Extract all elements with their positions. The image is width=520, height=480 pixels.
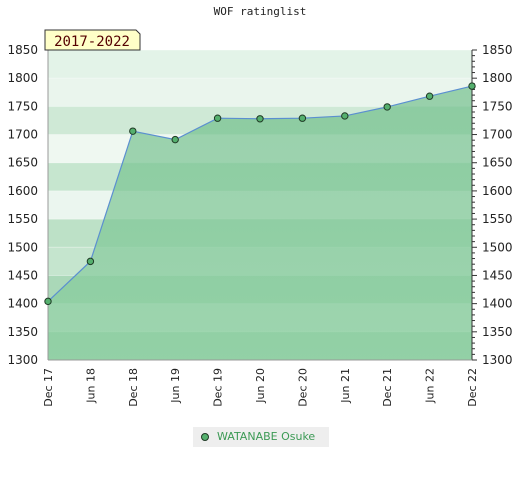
data-point[interactable] xyxy=(213,114,222,122)
y-tick-label-left: 1350 xyxy=(7,325,38,339)
x-tick-label: Dec 21 xyxy=(381,368,394,407)
data-point[interactable] xyxy=(468,82,476,90)
data-point[interactable] xyxy=(86,257,95,266)
data-point[interactable] xyxy=(129,127,137,135)
y-tick-label-left: 1600 xyxy=(7,184,38,198)
y-tick-label-right: 1600 xyxy=(482,184,513,198)
y-tick-label-left: 1850 xyxy=(7,43,38,57)
fill-stripe xyxy=(48,247,472,276)
x-tick-label: Dec 17 xyxy=(42,368,55,407)
y-tick-label-left: 1300 xyxy=(7,353,38,367)
fill-stripe xyxy=(48,134,472,163)
x-tick-label: Jun 22 xyxy=(424,368,437,404)
x-tick-label: Dec 19 xyxy=(212,368,225,407)
data-point[interactable] xyxy=(171,135,179,144)
fill-stripe xyxy=(48,190,472,220)
y-tick-label-right: 1750 xyxy=(482,99,513,113)
fill-stripe xyxy=(48,303,472,332)
y-tick-label-right: 1350 xyxy=(482,325,513,339)
y-tick-label-left: 1500 xyxy=(7,240,38,254)
y-tick-label-right: 1550 xyxy=(482,212,513,226)
data-point[interactable] xyxy=(341,112,349,120)
y-tick-label-left: 1700 xyxy=(7,128,38,142)
y-tick-label-right: 1500 xyxy=(482,240,513,254)
badge-box xyxy=(44,29,141,51)
badge-label: 2017-2022 xyxy=(54,34,130,50)
y-axis-right: 1300 1350 1400 1450 1500 1550 1600 1650 1700 1750… xyxy=(472,43,513,367)
y-tick-label-right: 1800 xyxy=(482,71,513,85)
y-tick-label-left: 1650 xyxy=(7,156,38,170)
x-tick-label: Jun 18 xyxy=(84,368,97,404)
y-tick-label-right: 1450 xyxy=(482,268,513,282)
x-tick-label: Dec 22 xyxy=(466,368,479,407)
period-badge: 2017-2022 xyxy=(44,29,141,51)
y-tick-label-right: 1850 xyxy=(482,43,513,57)
x-tick-label: Jun 21 xyxy=(339,368,352,404)
x-tick-label: Dec 20 xyxy=(296,368,309,407)
x-tick-label: Jun 20 xyxy=(254,368,267,404)
y-tick-label-right: 1400 xyxy=(482,297,513,311)
background-band xyxy=(48,50,472,79)
data-point[interactable] xyxy=(298,114,307,122)
y-tick-label-right: 1650 xyxy=(482,156,513,170)
data-point[interactable] xyxy=(256,115,264,123)
y-tick-label-left: 1400 xyxy=(7,297,38,311)
chart-title: WOF ratinglist xyxy=(213,5,307,18)
series-area xyxy=(48,86,472,361)
y-tick-label-right: 1700 xyxy=(482,128,513,142)
data-point[interactable] xyxy=(44,297,52,306)
y-tick-label-right: 1300 xyxy=(482,353,513,367)
y-tick-label-left: 1550 xyxy=(7,212,38,226)
data-point[interactable] xyxy=(383,103,391,111)
x-tick-label: Dec 18 xyxy=(127,368,140,407)
y-axis-left: 1300 1350 1400 1450 1500 1550 1600 1650 1700 1750… xyxy=(7,43,38,367)
background-band xyxy=(48,78,472,107)
axes xyxy=(47,50,473,361)
fill-stripe xyxy=(48,78,472,107)
x-tick-label: Jun 19 xyxy=(169,368,182,404)
y-tick-label-left: 1450 xyxy=(7,268,38,282)
legend-marker xyxy=(201,433,209,441)
legend[interactable]: WATANABE Osuke xyxy=(193,427,329,447)
data-point[interactable] xyxy=(425,92,434,100)
y-tick-label-left: 1750 xyxy=(7,99,38,113)
data-points xyxy=(44,82,476,306)
legend-label: WATANABE Osuke xyxy=(217,430,316,443)
x-axis: Dec 17 Jun 18 Dec 18 Jun 19 Dec 19 Jun 20 Dec … xyxy=(42,368,479,407)
y-tick-label-left: 1800 xyxy=(7,71,38,85)
area-layer xyxy=(47,78,473,361)
